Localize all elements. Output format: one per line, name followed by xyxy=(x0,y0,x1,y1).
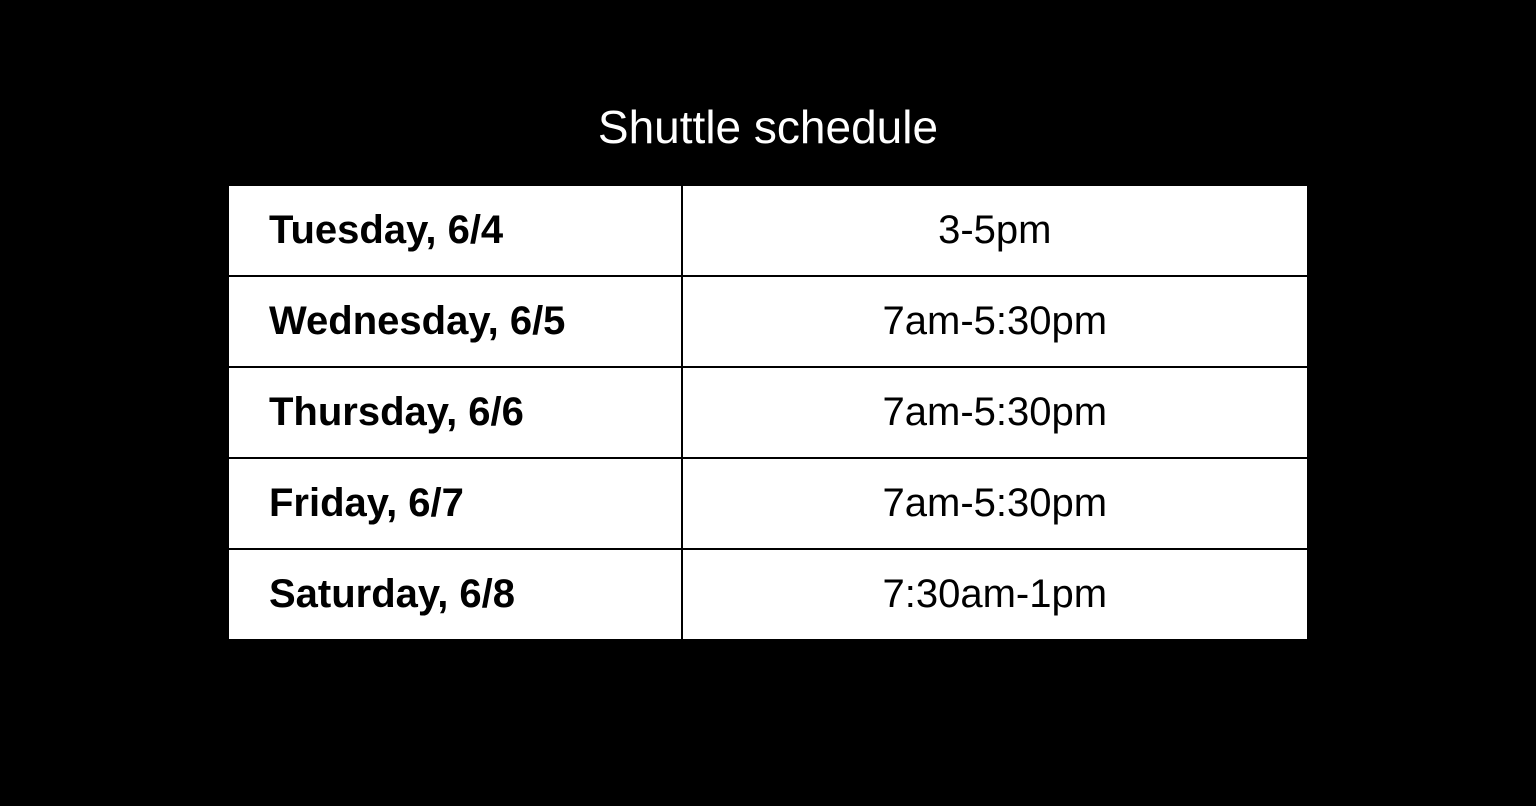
time-cell: 7:30am-1pm xyxy=(682,549,1308,640)
day-cell: Friday, 6/7 xyxy=(228,458,682,549)
table-row: Thursday, 6/6 7am-5:30pm xyxy=(228,367,1308,458)
table-row: Tuesday, 6/4 3-5pm xyxy=(228,185,1308,276)
table-row: Wednesday, 6/5 7am-5:30pm xyxy=(228,276,1308,367)
day-cell: Thursday, 6/6 xyxy=(228,367,682,458)
time-cell: 7am-5:30pm xyxy=(682,367,1308,458)
table-row: Friday, 6/7 7am-5:30pm xyxy=(228,458,1308,549)
schedule-title: Shuttle schedule xyxy=(598,100,938,154)
day-cell: Wednesday, 6/5 xyxy=(228,276,682,367)
time-cell: 7am-5:30pm xyxy=(682,276,1308,367)
table-row: Saturday, 6/8 7:30am-1pm xyxy=(228,549,1308,640)
time-cell: 3-5pm xyxy=(682,185,1308,276)
day-cell: Tuesday, 6/4 xyxy=(228,185,682,276)
day-cell: Saturday, 6/8 xyxy=(228,549,682,640)
time-cell: 7am-5:30pm xyxy=(682,458,1308,549)
schedule-table: Tuesday, 6/4 3-5pm Wednesday, 6/5 7am-5:… xyxy=(227,184,1309,641)
